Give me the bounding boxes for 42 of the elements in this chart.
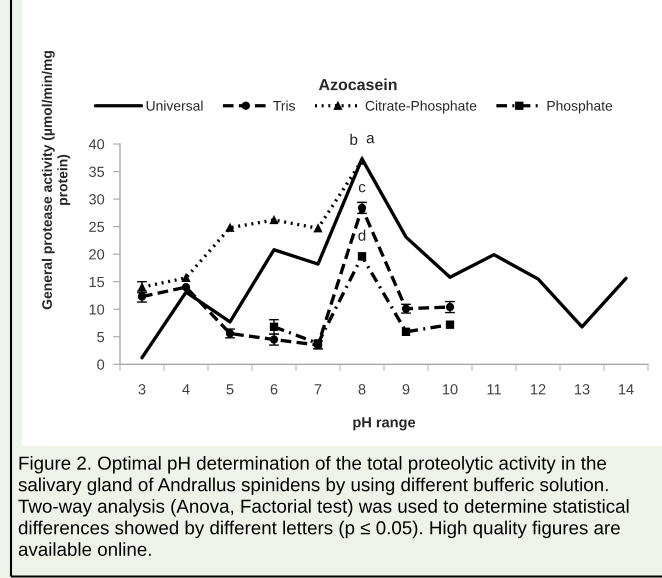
x-tick-label: 4 <box>182 384 190 394</box>
x-tick-label: 10 <box>443 384 458 394</box>
annotation: c <box>358 184 366 192</box>
legend-label: Citrate-Phosphate <box>366 100 476 114</box>
legend-label: Tris <box>273 100 296 111</box>
line-series <box>140 156 628 360</box>
x-tick-label: 12 <box>531 384 546 394</box>
y-axis-title: General protease activity (µmol/min/mg protein) <box>42 51 70 310</box>
x-tick-label: 8 <box>358 384 366 394</box>
x-tick-label: 3 <box>138 384 146 394</box>
y-tick-label: 20 <box>89 249 104 260</box>
annotation: b <box>350 134 358 146</box>
point <box>182 274 190 282</box>
legend-label: Phosphate <box>547 100 612 114</box>
x-axis-title: pH range <box>353 417 416 430</box>
legend-label: Universal <box>146 100 203 111</box>
x-tick-label: 6 <box>270 384 278 394</box>
x-tick-label: 13 <box>575 384 590 394</box>
x-tick-label: 5 <box>226 384 234 394</box>
x-tick-label: 11 <box>488 384 501 394</box>
y-tick-label: 0 <box>97 359 104 370</box>
point <box>226 224 234 232</box>
caption: Figure 2. Optimal pH determination of the total proteolytic activity in the salivary gland of Andrallus spinidens by using different bufferic solution. Two-way analysis (Anova, Factorial test) was used to determine statistical differences showed by different letters (p ≤ 0.05). High quality figures are available online. <box>18 456 628 556</box>
point <box>402 328 410 336</box>
y-tick-label: 40 <box>88 139 104 150</box>
point <box>182 283 190 292</box>
y-tick-label: 25 <box>89 222 104 232</box>
x-tick-label: 9 <box>402 384 410 394</box>
chart-title: Azocasein <box>318 78 397 90</box>
y-tick-label: 10 <box>90 304 104 315</box>
x-tick-label: 7 <box>314 384 322 394</box>
y-tick-label: 15 <box>90 276 104 288</box>
y-tick-label: 30 <box>89 194 104 205</box>
annotation: d <box>358 230 366 241</box>
annotation: a <box>366 134 375 144</box>
y-tick-label: 35 <box>89 166 104 177</box>
x-tick-label: 14 <box>619 384 634 394</box>
point <box>270 216 278 224</box>
point <box>314 224 322 232</box>
point <box>358 252 366 261</box>
y-tick-label: 5 <box>97 332 104 342</box>
point <box>446 320 454 329</box>
